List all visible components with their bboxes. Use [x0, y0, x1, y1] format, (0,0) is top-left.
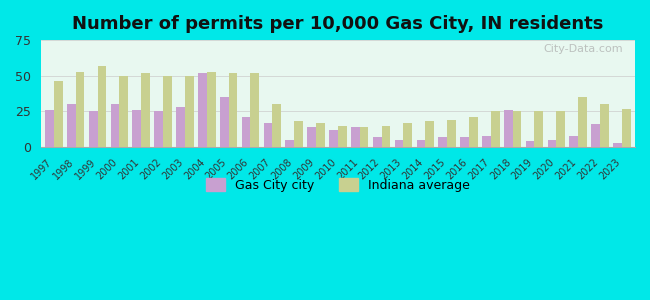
Bar [600, 104, 609, 147]
Bar [54, 82, 62, 147]
Bar [592, 124, 600, 147]
Bar [45, 110, 54, 147]
Bar [75, 71, 84, 147]
Bar [469, 117, 478, 147]
Bar [272, 104, 281, 147]
Bar [111, 104, 120, 147]
Bar [359, 127, 369, 147]
Bar [547, 140, 556, 147]
Bar [504, 110, 513, 147]
Bar [438, 137, 447, 147]
Bar [89, 112, 98, 147]
Bar [417, 140, 425, 147]
Bar [242, 117, 250, 147]
Bar [98, 66, 106, 147]
Bar [395, 140, 404, 147]
Bar [229, 73, 237, 147]
Title: Number of permits per 10,000 Gas City, IN residents: Number of permits per 10,000 Gas City, I… [72, 15, 604, 33]
Bar [569, 136, 578, 147]
Bar [207, 71, 216, 147]
Bar [185, 76, 194, 147]
Bar [513, 112, 521, 147]
Bar [382, 126, 390, 147]
Bar [141, 73, 150, 147]
Bar [307, 127, 316, 147]
Bar [373, 137, 382, 147]
Bar [250, 73, 259, 147]
Bar [329, 130, 338, 147]
Bar [294, 122, 303, 147]
Bar [338, 126, 346, 147]
Bar [491, 112, 500, 147]
Bar [154, 112, 163, 147]
Bar [133, 110, 141, 147]
Bar [578, 97, 587, 147]
Bar [460, 137, 469, 147]
Bar [316, 123, 325, 147]
Bar [220, 97, 229, 147]
Text: City-Data.com: City-Data.com [543, 44, 623, 54]
Bar [198, 73, 207, 147]
Bar [526, 141, 534, 147]
Bar [351, 127, 359, 147]
Bar [556, 112, 565, 147]
Bar [404, 123, 412, 147]
Bar [482, 136, 491, 147]
Bar [176, 107, 185, 147]
Bar [534, 112, 543, 147]
Legend: Gas City city, Indiana average: Gas City city, Indiana average [201, 173, 474, 196]
Bar [425, 122, 434, 147]
Bar [163, 76, 172, 147]
Bar [67, 104, 75, 147]
Bar [613, 143, 622, 147]
Bar [447, 120, 456, 147]
Bar [120, 76, 128, 147]
Bar [285, 140, 294, 147]
Bar [264, 123, 272, 147]
Bar [622, 109, 630, 147]
